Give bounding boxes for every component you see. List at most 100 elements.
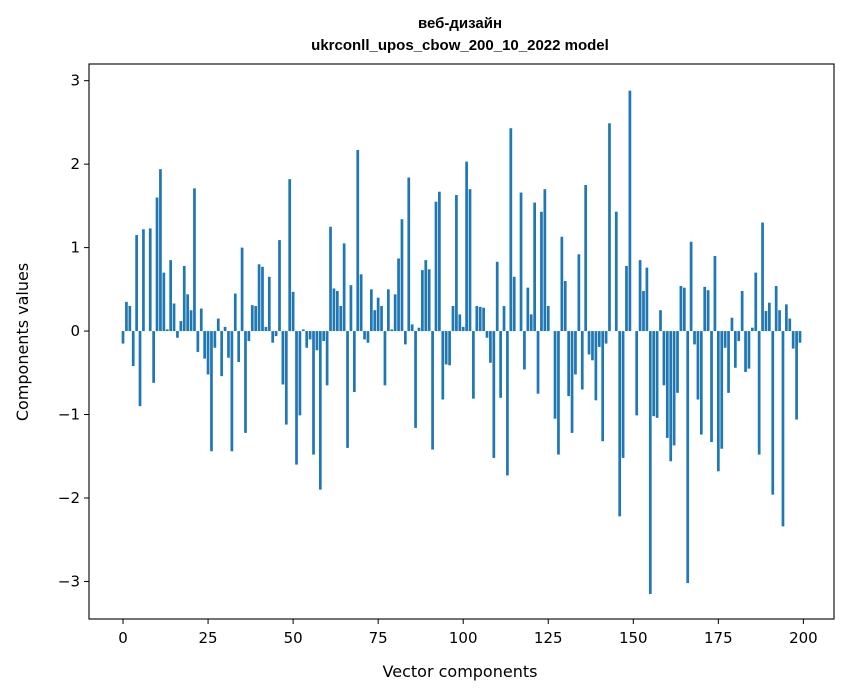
bar-54 (305, 331, 309, 348)
bar-164 (679, 286, 683, 332)
bar-124 (543, 189, 547, 332)
x-tick-label: 0 (118, 629, 128, 647)
x-tick-label: 75 (369, 629, 388, 647)
bar-52 (298, 331, 302, 416)
bar-199 (798, 331, 802, 343)
bar-129 (560, 236, 564, 332)
y-axis-ticks: −3 −2 −1 0 1 2 3 (58, 72, 89, 590)
bar-141 (601, 331, 605, 442)
x-tick-label: 175 (704, 629, 733, 647)
bar-137 (587, 331, 591, 355)
bar-68 (352, 331, 356, 392)
bar-88 (421, 270, 424, 332)
bar-194 (781, 331, 785, 527)
bar-139 (594, 331, 598, 401)
bar-62 (332, 288, 336, 332)
bar-93 (438, 191, 441, 332)
bar-57 (315, 331, 319, 351)
y-tick-label: 2 (70, 155, 80, 173)
y-axis-label: Components values (13, 263, 32, 421)
bar-171 (703, 286, 707, 332)
bar-5 (138, 331, 142, 407)
bar-149 (628, 90, 632, 332)
bar-100 (461, 326, 465, 332)
y-tick-label: 3 (70, 72, 80, 90)
bar-189 (764, 311, 768, 332)
bar-163 (676, 331, 679, 393)
bar-151 (635, 331, 639, 416)
bar-55 (308, 331, 312, 340)
bar-39 (254, 306, 258, 332)
bar-22 (196, 331, 200, 352)
bar-110 (495, 261, 499, 332)
bar-184 (747, 331, 751, 369)
bar-94 (441, 331, 445, 400)
bar-103 (472, 331, 475, 399)
bar-17 (179, 321, 183, 332)
bar-40 (257, 264, 261, 332)
bar-77 (383, 331, 387, 386)
bar-0 (121, 331, 125, 344)
bar-166 (686, 331, 690, 584)
bar-167 (689, 241, 693, 332)
bar-78 (387, 289, 390, 332)
bar-142 (604, 331, 608, 344)
bar-97 (451, 306, 455, 332)
bar-83 (404, 331, 407, 345)
bars-group (121, 90, 802, 594)
bar-75 (376, 297, 380, 332)
bar-138 (591, 331, 594, 361)
bar-65 (342, 243, 346, 332)
bar-130 (563, 280, 567, 332)
bar-30 (223, 326, 227, 332)
bar-133 (574, 331, 577, 375)
bar-190 (768, 302, 771, 332)
bar-14 (169, 260, 173, 332)
bar-178 (727, 331, 730, 393)
bar-162 (672, 331, 676, 446)
bar-28 (216, 318, 220, 332)
bar-198 (795, 331, 798, 420)
bar-48 (284, 331, 288, 425)
bar-18 (182, 265, 186, 332)
bar-72 (366, 331, 370, 343)
bar-44 (271, 331, 275, 343)
bar-92 (434, 201, 438, 332)
bar-61 (329, 226, 332, 332)
bar-33 (233, 293, 237, 332)
bar-197 (791, 331, 795, 349)
bar-120 (529, 314, 533, 332)
bar-38 (250, 305, 254, 332)
bar-50 (291, 291, 295, 332)
bar-1 (125, 301, 128, 332)
bar-3 (131, 331, 135, 367)
y-tick-label: −1 (58, 406, 80, 424)
bar-43 (267, 276, 271, 332)
bar-2 (128, 306, 132, 332)
bar-41 (261, 266, 264, 332)
bar-70 (359, 274, 363, 332)
bar-125 (546, 306, 550, 332)
bar-99 (458, 314, 462, 332)
bar-170 (699, 331, 703, 435)
bar-158 (659, 310, 662, 332)
bar-95 (444, 331, 448, 365)
bar-49 (288, 179, 292, 332)
bar-24 (203, 331, 207, 359)
y-tick-label: 0 (70, 322, 80, 340)
bar-159 (662, 331, 666, 386)
bar-143 (608, 123, 611, 332)
bar-111 (499, 331, 502, 398)
x-tick-label: 150 (619, 629, 648, 647)
bar-90 (427, 269, 431, 332)
bar-15 (172, 303, 176, 332)
bar-82 (400, 219, 404, 332)
bar-10 (155, 197, 159, 332)
chart-title: веб-дизайн (418, 15, 502, 32)
x-tick-label: 25 (199, 629, 218, 647)
y-tick-label: 1 (70, 239, 80, 257)
bar-34 (237, 331, 241, 362)
bar-135 (580, 331, 584, 390)
x-tick-label: 125 (534, 629, 563, 647)
bar-23 (199, 308, 203, 332)
